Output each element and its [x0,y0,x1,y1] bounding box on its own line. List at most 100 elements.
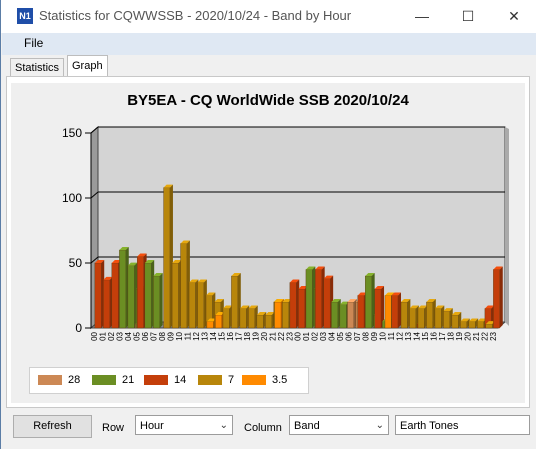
menu-file[interactable]: File [24,36,44,50]
x-tick-label: 01 [99,331,108,340]
bar-top [163,184,173,188]
legend-swatch [198,375,222,385]
x-tick-label: 11 [387,331,396,340]
bar-top [172,260,182,263]
row-select[interactable]: Hour ⌄ [135,415,233,435]
column-select[interactable]: Band ⌄ [289,415,389,435]
bar-7 [417,308,425,329]
x-tick-label: 19 [251,331,260,340]
bar-14 [391,295,399,329]
minimize-button[interactable]: — [415,8,429,24]
bar-top [248,305,258,309]
x-tick-label: 12 [192,331,201,340]
bar-top [315,266,325,270]
bar-14 [137,256,144,329]
palette-select-value: Earth Tones [400,420,459,432]
bar-top [443,308,453,312]
bar-top [323,275,334,279]
bar-7 [163,187,171,329]
bar-7 [222,308,230,329]
bar-top [282,299,292,302]
bar-top [339,301,350,305]
y-tick-label: 100 [62,191,82,205]
title-bar[interactable]: N1 Statistics for CQWWSSB - 2020/10/24 -… [1,0,536,33]
bar-top [144,260,155,263]
bar-7 [180,243,188,329]
legend-item-28: 28 [38,374,80,386]
bar-21 [144,262,152,329]
palette-select[interactable]: Earth Tones [395,415,530,435]
x-tick-label: 13 [200,331,209,340]
legend-label: 28 [68,374,81,386]
bar-7 [485,323,493,329]
x-tick-label: 11 [184,331,193,340]
x-tick-label: 07 [150,331,159,340]
x-tick-label: 18 [243,331,252,340]
gridline-diagonal [90,126,99,134]
column-select-value: Band [294,420,320,432]
x-tick-label: 04 [124,331,133,340]
tab-statistics[interactable]: Statistics [10,58,65,77]
bar-top [231,273,241,276]
legend-swatch [38,375,62,385]
x-tick-label: 21 [472,331,481,340]
bar-7 [451,314,459,329]
legend-item-21: 21 [92,374,134,386]
bar-top [409,305,419,309]
refresh-button[interactable]: Refresh [13,415,92,438]
bar-top [468,318,479,322]
bar-top [305,266,316,270]
x-tick-label: 09 [370,331,379,340]
bar-14 [289,282,297,329]
bar-7 [248,308,255,329]
row-label: Row [102,422,125,434]
x-tick-label: 08 [362,331,371,340]
chevron-down-icon: ⌄ [375,420,384,431]
x-tick-label: 04 [328,331,337,340]
y-tick-label: 50 [69,256,83,270]
bar-14 [493,269,500,329]
bar-top [426,299,436,302]
tab-graph[interactable]: Graph [67,55,108,78]
x-tick-label: 13 [404,331,413,340]
y-tick-label: 0 [75,321,82,335]
bar-top [103,276,113,280]
close-button[interactable]: ✕ [508,7,520,24]
chart-title: BY5EA - CQ WorldWide SSB 2020/10/24 [127,92,409,109]
bar-7 [188,282,196,329]
gridline-diagonal [90,256,99,264]
bar-top [451,312,462,315]
bar-7 [460,321,467,329]
bar-top [265,312,275,315]
bar-top [493,266,503,270]
x-tick-label: 22 [277,331,286,340]
x-tick-label: 00 [90,331,99,340]
bar-7 [477,321,484,329]
x-tick-label: 05 [336,331,345,340]
x-tick-label: 07 [353,331,362,340]
bar-top [460,318,470,322]
x-tick-label: 21 [268,331,277,340]
bar-side [381,286,385,328]
bar-top [111,260,122,263]
x-tick-label: 19 [455,331,464,340]
bar-top [484,305,495,309]
maximize-button[interactable]: ☐ [461,7,475,24]
bar-3-5 [274,301,282,329]
column-label: Column [244,422,282,434]
bar-top [384,292,395,296]
bar-14 [111,262,119,329]
x-tick-label: 00 [294,331,303,340]
bottom-toolbar: Refresh Row Hour ⌄ Column Band ⌄ Earth Ton… [2,410,536,449]
bar-14 [94,262,102,329]
bar-top [391,292,401,296]
bar-top [239,305,250,309]
bar-7 [409,308,417,329]
bar-top [127,262,138,266]
legend-label: 7 [228,374,235,386]
bar-side [371,273,375,328]
x-tick-label: 16 [429,331,438,340]
x-tick-label: 22 [480,331,489,340]
x-tick-label: 03 [116,331,125,340]
